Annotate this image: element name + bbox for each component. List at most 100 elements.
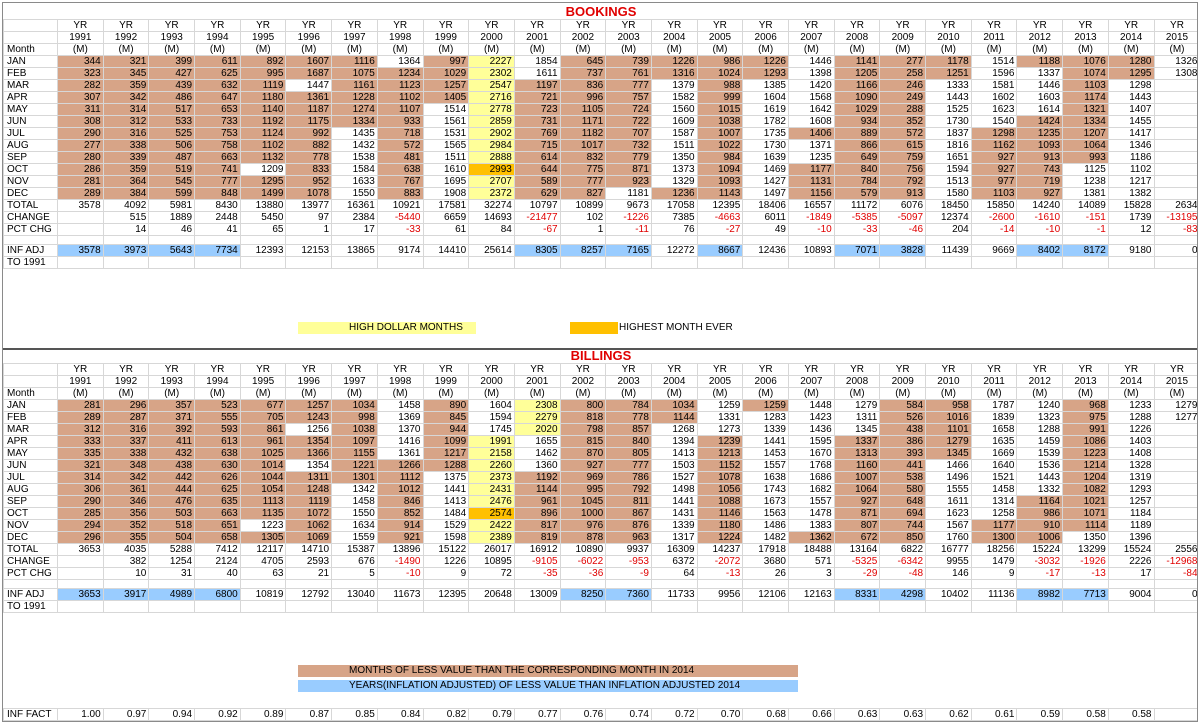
value-cell: 1329	[650, 175, 698, 188]
value-cell: 1316	[650, 67, 698, 80]
value-cell: 723	[513, 103, 561, 116]
total-cell: 10921	[376, 199, 424, 212]
spacer-cell	[1153, 579, 1197, 589]
value-cell: 503	[148, 507, 196, 520]
spacer-cell	[148, 579, 196, 589]
value-cell: 1258	[970, 507, 1018, 520]
value-cell: 963	[605, 531, 652, 544]
unit-header: (M)	[285, 387, 333, 400]
inf-adj-cell: 7713	[1062, 588, 1109, 601]
spacer-cell	[57, 579, 104, 589]
month-row: APR 333 337 411 613 961 1354 1097 1416 1099 1991 16…	[3, 435, 1197, 448]
value-cell: 944	[422, 423, 470, 436]
value-cell: 1608	[788, 115, 835, 128]
unit-header: (M)	[696, 43, 744, 56]
unit-header: (M)	[1153, 387, 1197, 400]
value-cell: 1603	[1016, 91, 1064, 104]
unit-header: (M)	[422, 387, 470, 400]
yr-label: YR	[925, 19, 972, 32]
value-cell: 927	[970, 151, 1018, 164]
spacer-cell	[376, 579, 424, 589]
value-cell: 1436	[788, 423, 835, 436]
inf-adj-cell: 8250	[559, 588, 607, 601]
value-cell: 1178	[925, 55, 972, 68]
value-cell: 427	[148, 67, 196, 80]
value-cell: 1082	[1062, 483, 1109, 496]
total-cell: 32274	[468, 199, 515, 212]
value-cell: 2902	[468, 127, 515, 140]
inf-adj-cell: 11673	[376, 588, 424, 601]
value-cell: 1607	[285, 55, 333, 68]
total-cell: 2556	[1153, 543, 1197, 556]
total-cell: 15224	[1016, 543, 1064, 556]
unit-header: (M)	[742, 43, 789, 56]
value-cell: 1584	[331, 163, 378, 176]
value-cell: 1071	[1062, 507, 1109, 520]
value-cell: 2158	[468, 447, 515, 460]
value-cell: 1582	[650, 91, 698, 104]
value-cell: 338	[102, 139, 150, 152]
value-cell: 1360	[513, 459, 561, 472]
value-cell: 1293	[1107, 483, 1155, 496]
spacer-cell	[1153, 235, 1197, 245]
change-cell: 5450	[239, 211, 287, 224]
change-cell: -9105	[513, 555, 561, 568]
total-cell: 9673	[605, 199, 652, 212]
value-cell: 850	[879, 531, 927, 544]
year-header: 1993	[148, 375, 196, 388]
value-cell: 1086	[1062, 435, 1109, 448]
bookings-title: BOOKINGS	[565, 4, 637, 19]
change-cell: -5440	[376, 211, 424, 224]
pct-change-cell: -17	[1016, 567, 1064, 580]
value-cell: 1511	[650, 139, 698, 152]
pct-change-cell: 14	[102, 223, 150, 236]
value-cell: 1014	[239, 459, 287, 472]
value-cell: 1192	[513, 471, 561, 484]
value-cell: 1305	[239, 531, 287, 544]
value-cell: 1337	[1016, 67, 1064, 80]
change-row: CHANGE 515 1889 2448 5450 97 2384 -5440 6659 1469…	[3, 211, 1197, 224]
value-cell: 1045	[559, 495, 607, 508]
value-cell: 1561	[422, 115, 470, 128]
value-cell: 1146	[696, 507, 744, 520]
change-cell: -13195	[1153, 211, 1197, 224]
value-cell: 984	[696, 151, 744, 164]
header-corner	[3, 363, 58, 376]
value-cell: 280	[57, 151, 104, 164]
change-cell: -151	[1062, 211, 1109, 224]
value-cell: 867	[605, 507, 652, 520]
value-cell: 285	[57, 507, 104, 520]
value-cell: 307	[57, 91, 104, 104]
year-header: 2012	[1016, 31, 1064, 44]
value-cell: 1038	[331, 423, 378, 436]
pct-change-cell: 46	[148, 223, 196, 236]
total-cell: 4092	[102, 199, 150, 212]
value-cell: 1514	[970, 55, 1018, 68]
value-cell: 1496	[925, 471, 972, 484]
value-cell: 848	[194, 187, 241, 200]
change-cell: -21477	[513, 211, 561, 224]
value-cell	[1153, 435, 1197, 448]
spacer-cell	[102, 235, 150, 245]
value-cell: 1550	[331, 187, 378, 200]
value-cell: 798	[559, 423, 607, 436]
change-cell: 1254	[148, 555, 196, 568]
value-cell: 1204	[1062, 471, 1109, 484]
yr-label: YR	[605, 363, 652, 376]
value-cell: 1435	[331, 127, 378, 140]
unit-header: (M)	[148, 43, 196, 56]
value-cell: 1094	[696, 163, 744, 176]
month-label: OCT	[3, 163, 58, 176]
pct-change-cell: 146	[925, 567, 972, 580]
inf-adj-cell: 8982	[1016, 588, 1064, 601]
value-cell: 896	[513, 507, 561, 520]
yr-label: YR	[1062, 19, 1109, 32]
unit-header: (M)	[102, 387, 150, 400]
inf-adj-row: INF ADJ 3653 3917 4989 6800 10819 12792 13040 11…	[3, 588, 1197, 601]
value-cell: 1295	[1107, 67, 1155, 80]
value-cell: 630	[194, 459, 241, 472]
empty-cell	[148, 600, 196, 613]
value-cell: 1497	[742, 187, 789, 200]
value-cell: 625	[194, 483, 241, 496]
year-header: 2002	[559, 375, 607, 388]
